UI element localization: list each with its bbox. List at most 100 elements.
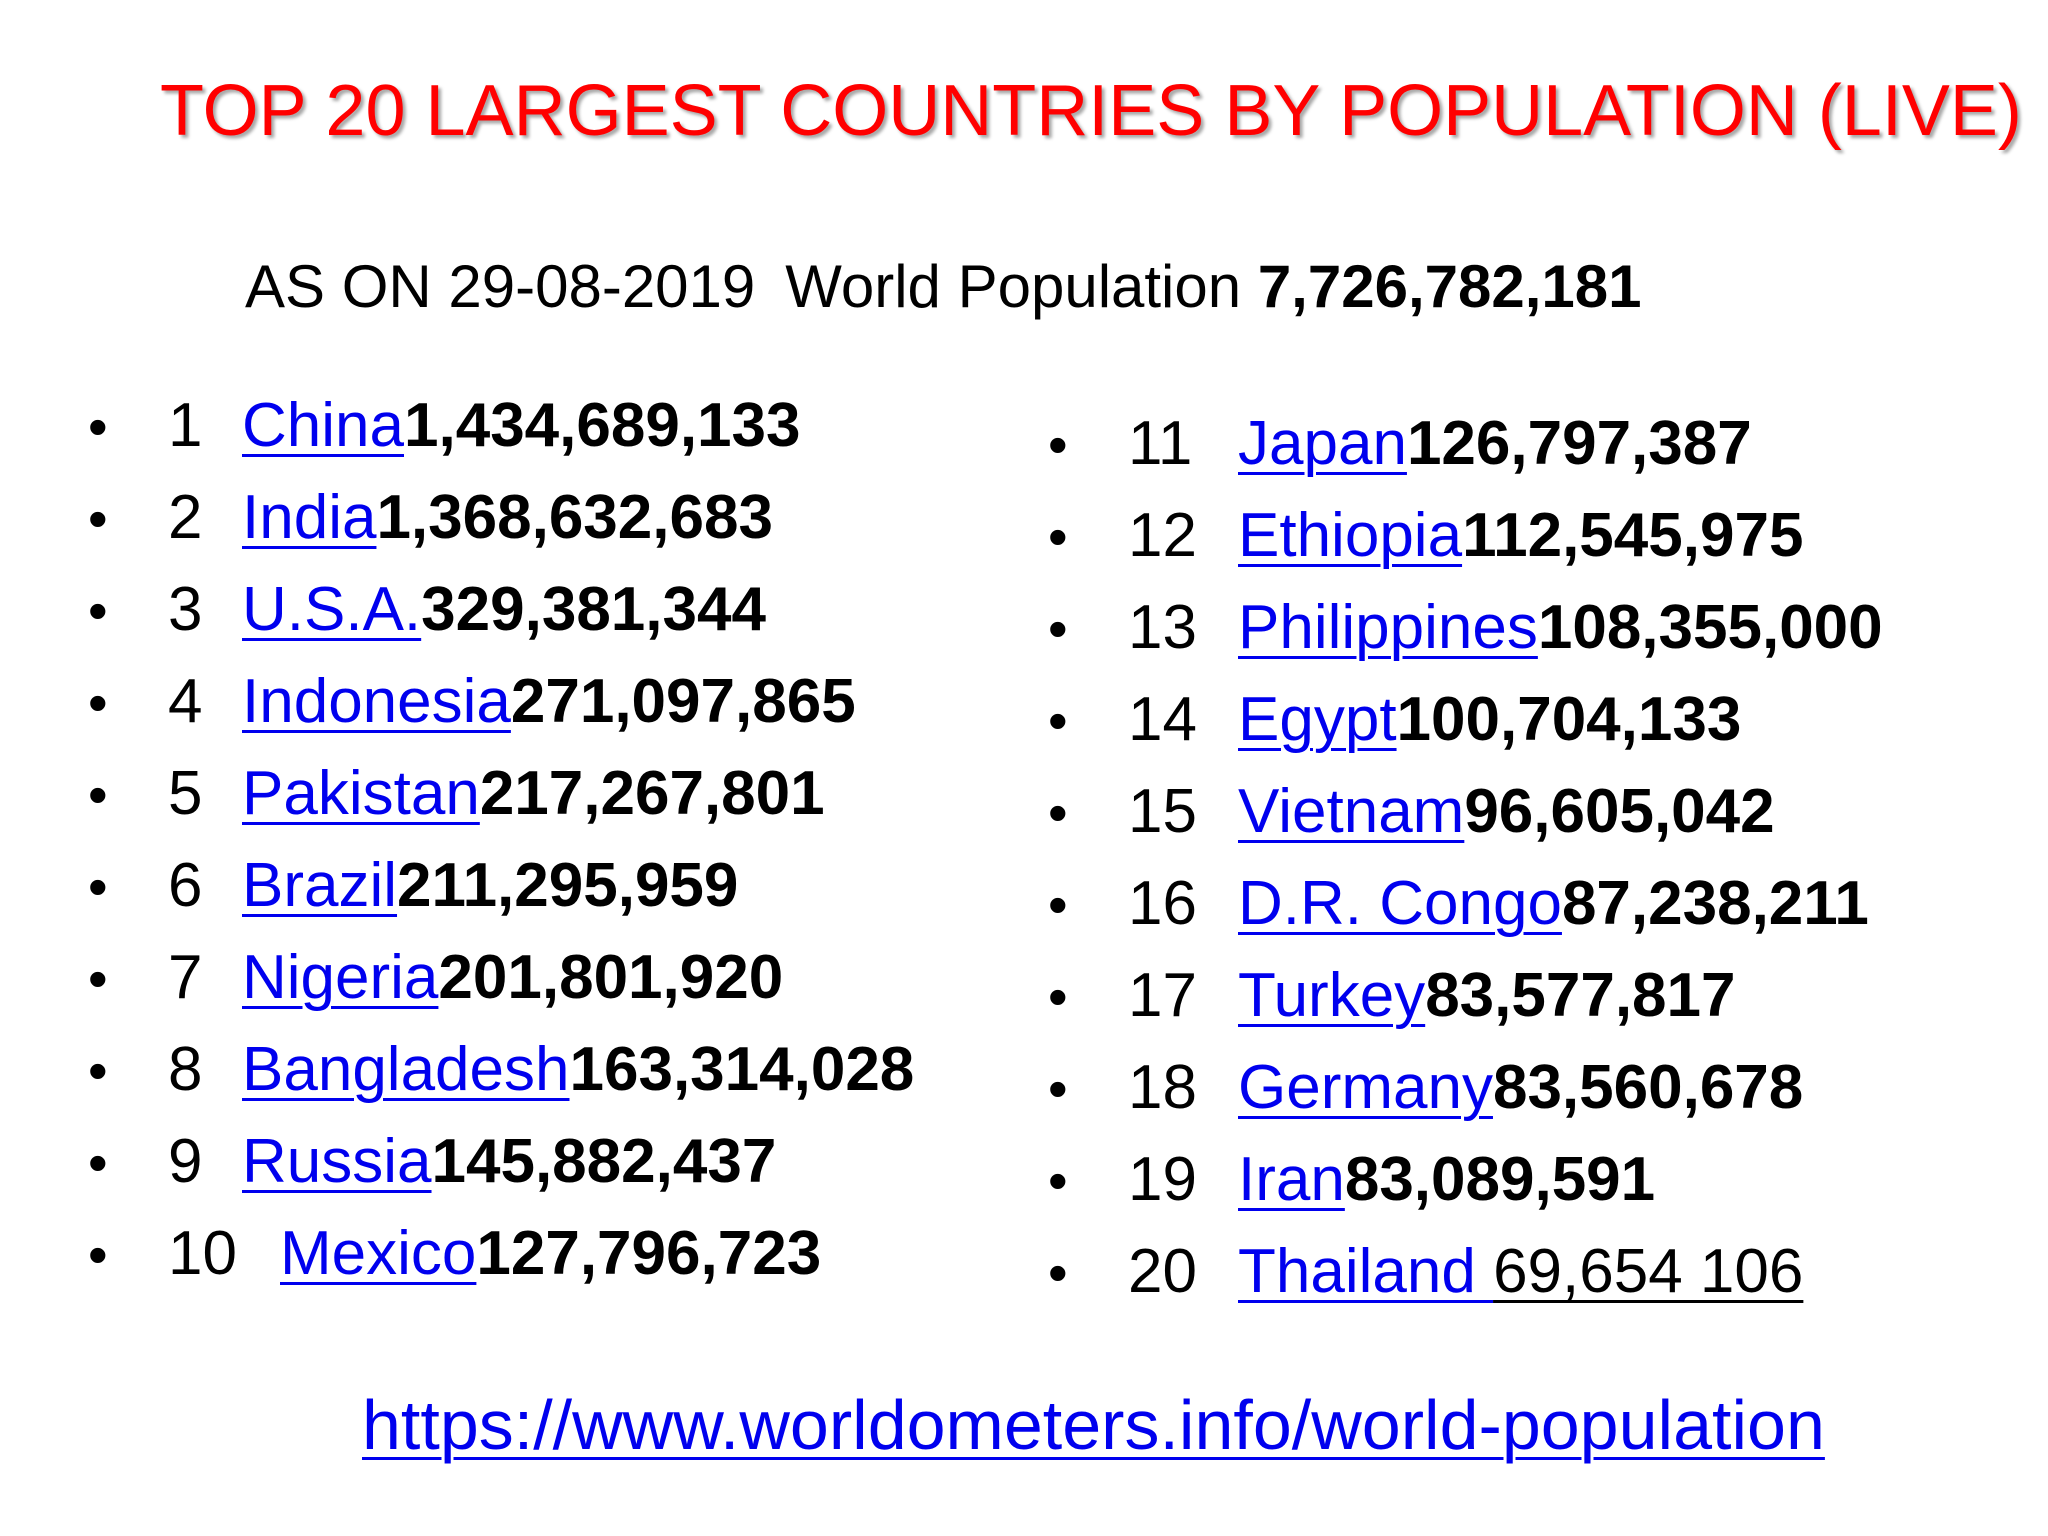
bullet-icon: •	[1048, 413, 1068, 476]
country-link[interactable]: Thailand	[1238, 1237, 1494, 1306]
population-value: 100,704,133	[1396, 685, 1742, 754]
bullet-icon: •	[1048, 505, 1068, 568]
rank: 1	[168, 391, 203, 460]
rank: 3	[168, 575, 203, 644]
country-link[interactable]: D.R. Congo	[1238, 869, 1562, 938]
population-value: 211,295,959	[397, 851, 739, 920]
as-on-date: AS ON 29-08-2019	[245, 253, 756, 320]
population-value: 83,577,817	[1425, 961, 1736, 1030]
list-item: • 12 Ethiopia112,545,975	[1048, 490, 1883, 582]
country-link[interactable]: Pakistan	[242, 759, 480, 828]
list-item: • 13 Philippines108,355,000	[1048, 582, 1883, 674]
list-item: • 9 Russia145,882,437	[88, 1116, 914, 1208]
rank: 13	[1128, 593, 1197, 662]
country-link[interactable]: Egypt	[1238, 685, 1397, 754]
bullet-icon: •	[88, 947, 108, 1010]
bullet-icon: •	[1048, 965, 1068, 1028]
rank: 5	[168, 759, 203, 828]
population-value: 201,801,920	[438, 943, 784, 1012]
population-value: 1,434,689,133	[404, 391, 801, 460]
country-link[interactable]: Mexico	[280, 1219, 477, 1288]
population-value: 112,545,975	[1462, 501, 1804, 570]
subtitle: AS ON 29-08-2019 World Population 7,726,7…	[245, 252, 1642, 321]
rank: 17	[1128, 961, 1197, 1030]
list-item: • 1 China1,434,689,133	[88, 380, 914, 472]
bullet-icon: •	[88, 1223, 108, 1286]
list-item: • 7 Nigeria201,801,920	[88, 932, 914, 1024]
country-link[interactable]: Philippines	[1238, 593, 1538, 662]
rank: 8	[168, 1035, 203, 1104]
bullet-icon: •	[1048, 1057, 1068, 1120]
rank: 15	[1128, 777, 1197, 846]
population-value: 271,097,865	[510, 667, 856, 736]
population-value: 217,267,801	[479, 759, 825, 828]
list-item: • 8 Bangladesh163,314,028	[88, 1024, 914, 1116]
population-value: 69,654 106	[1493, 1237, 1804, 1306]
bullet-icon: •	[88, 579, 108, 642]
country-list-right: • 11 Japan126,797,387 • 12 Ethiopia112,545,9…	[1048, 398, 1883, 1318]
list-item: • 15 Vietnam96,605,042	[1048, 766, 1883, 858]
country-link[interactable]: Brazil	[242, 851, 398, 920]
list-item: • 5 Pakistan217,267,801	[88, 748, 914, 840]
country-link[interactable]: Ethiopia	[1238, 501, 1463, 570]
world-population-label: World Population	[785, 253, 1242, 320]
list-item: • 14 Egypt100,704,133	[1048, 674, 1883, 766]
list-item: • 4 Indonesia271,097,865	[88, 656, 914, 748]
country-link[interactable]: Indonesia	[242, 667, 511, 736]
population-value: 87,238,211	[1561, 869, 1869, 938]
country-link[interactable]: Turkey	[1238, 961, 1426, 1030]
rank: 12	[1128, 501, 1197, 570]
world-population-value: 7,726,782,181	[1257, 253, 1642, 320]
bullet-icon: •	[88, 1039, 108, 1102]
rank: 19	[1128, 1145, 1197, 1214]
country-link[interactable]: Bangladesh	[242, 1035, 570, 1104]
country-link[interactable]: Germany	[1238, 1053, 1493, 1122]
bullet-icon: •	[88, 395, 108, 458]
population-value: 163,314,028	[569, 1035, 915, 1104]
country-link[interactable]: U.S.A.	[242, 575, 422, 644]
list-item: • 18 Germany83,560,678	[1048, 1042, 1883, 1134]
source-link[interactable]: https://www.worldometers.info/world-popu…	[362, 1386, 1825, 1464]
rank: 16	[1128, 869, 1197, 938]
population-value: 83,560,678	[1492, 1053, 1804, 1122]
country-link[interactable]: Japan	[1238, 409, 1407, 478]
rank: 9	[168, 1127, 203, 1196]
country-link[interactable]: Iran	[1238, 1145, 1345, 1214]
bullet-icon: •	[88, 671, 108, 734]
country-link[interactable]: India	[242, 483, 377, 552]
list-item: • 20 Thailand 69,654 106	[1048, 1226, 1883, 1318]
bullet-icon: •	[1048, 689, 1068, 752]
population-value: 96,605,042	[1464, 777, 1775, 846]
bullet-icon: •	[1048, 1149, 1068, 1212]
rank: 2	[168, 483, 203, 552]
bullet-icon: •	[88, 1131, 108, 1194]
country-link[interactable]: Russia	[242, 1127, 432, 1196]
country-link[interactable]: China	[242, 391, 404, 460]
rank: 10	[168, 1219, 237, 1288]
bullet-icon: •	[88, 855, 108, 918]
population-value: 1,368,632,683	[376, 483, 773, 552]
bullet-icon: •	[1048, 781, 1068, 844]
bullet-icon: •	[1048, 1241, 1068, 1304]
population-value: 145,882,437	[431, 1127, 777, 1196]
population-value: 108,355,000	[1537, 593, 1883, 662]
rank: 14	[1128, 685, 1197, 754]
bullet-icon: •	[1048, 597, 1068, 660]
country-list-left: • 1 China1,434,689,133 • 2 India1,368,632,68…	[88, 380, 914, 1300]
page-title: TOP 20 LARGEST COUNTRIES BY POPULATION (…	[160, 71, 2022, 151]
rank: 18	[1128, 1053, 1197, 1122]
list-item: • 6 Brazil211,295,959	[88, 840, 914, 932]
population-value: 126,797,387	[1406, 409, 1752, 478]
list-item: • 10 Mexico127,796,723	[88, 1208, 914, 1300]
list-item: • 16 D.R. Congo87,238,211	[1048, 858, 1883, 950]
rank: 6	[168, 851, 203, 920]
bullet-icon: •	[88, 487, 108, 550]
country-link[interactable]: Vietnam	[1238, 777, 1465, 846]
country-link[interactable]: Nigeria	[242, 943, 439, 1012]
population-value: 127,796,723	[476, 1219, 822, 1288]
list-item: • 2 India1,368,632,683	[88, 472, 914, 564]
bullet-icon: •	[88, 763, 108, 826]
rank: 11	[1128, 409, 1193, 478]
list-item: • 19 Iran83,089,591	[1048, 1134, 1883, 1226]
list-item: • 3 U.S.A.329,381,344	[88, 564, 914, 656]
